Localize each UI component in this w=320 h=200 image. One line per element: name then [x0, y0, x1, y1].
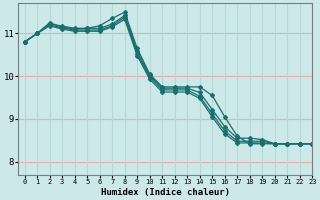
X-axis label: Humidex (Indice chaleur): Humidex (Indice chaleur) [101, 188, 230, 197]
